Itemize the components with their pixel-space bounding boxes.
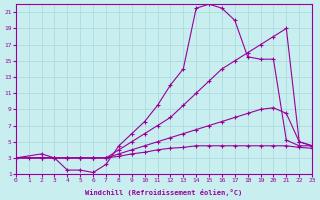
X-axis label: Windchill (Refroidissement éolien,°C): Windchill (Refroidissement éolien,°C) [85,189,243,196]
